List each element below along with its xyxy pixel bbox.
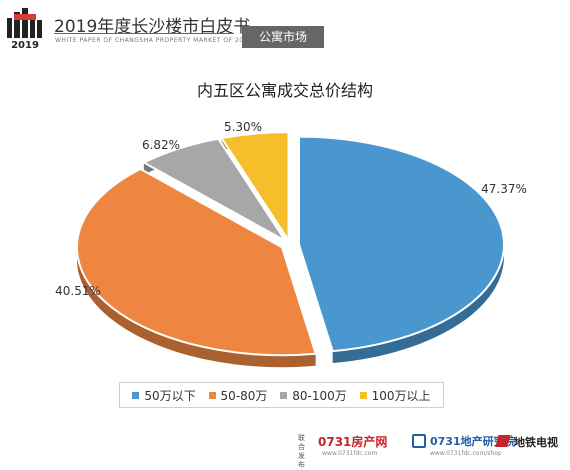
section-tab: 公寓市场: [242, 26, 324, 48]
legend-swatch-2: [208, 391, 216, 399]
legend-item-4: 100万以上: [359, 387, 431, 404]
report-title: 2019年度长沙楼市白皮书: [54, 17, 251, 37]
pie-chart: 47.37% 40.51% 6.82% 5.30%: [55, 120, 527, 368]
publisher-logo-0731fdc: 0731房产网: [318, 435, 388, 449]
pie-label-2: 40.51%: [55, 284, 101, 298]
publisher-url-research: www.0731fdc.com/shop: [430, 450, 502, 457]
publisher-logo-research: 0731地产研究院: [430, 435, 516, 448]
legend-swatch-3: [280, 391, 288, 399]
header-divider: [54, 33, 234, 34]
building-bars-icon: [7, 8, 42, 38]
logo-year: 2019: [11, 40, 39, 51]
legend-item-3: 80-100万: [280, 387, 347, 404]
report-logo: 2019: [6, 8, 44, 52]
legend-swatch-4: [359, 391, 367, 399]
chart-legend: 50万以下 50-80万 80-100万 100万以上: [119, 382, 444, 408]
pie-slice-3: [141, 137, 287, 242]
pie-slice-2: [75, 167, 318, 357]
pie-label-3: 6.82%: [142, 138, 180, 152]
chart-title: 内五区公寓成交总价结构: [196, 81, 373, 100]
legend-label-1: 50万以下: [144, 388, 196, 403]
legend-swatch-1: [132, 391, 140, 399]
legend-label-3: 80-100万: [292, 388, 347, 403]
publisher-url-0731fdc: www.0731fdc.com: [322, 450, 378, 457]
report-header: 2019 2019年度长沙楼市白皮书 WHITE PAPER OF CHANGS…: [0, 0, 570, 60]
report-subtitle: WHITE PAPER OF CHANGSHA PROPERTY MARKET …: [55, 37, 253, 44]
legend-label-4: 100万以上: [371, 388, 431, 403]
publisher-logo-metro-tv: 地铁电视: [514, 436, 558, 449]
house-icon: [412, 434, 426, 448]
pie-slice-1: [297, 135, 505, 353]
publisher-footer: 联合发布 0731房产网 www.0731fdc.com 0731地产研究院 w…: [0, 428, 570, 469]
legend-item-1: 50万以下: [132, 387, 196, 404]
pie-label-4: 5.30%: [224, 120, 262, 134]
legend-label-2: 50-80万: [220, 388, 268, 403]
pie-label-1: 47.37%: [481, 182, 527, 196]
pie-slice-4: [219, 131, 290, 244]
legend-item-2: 50-80万: [208, 387, 268, 404]
joint-publish-label: 联合发布: [298, 434, 305, 469]
